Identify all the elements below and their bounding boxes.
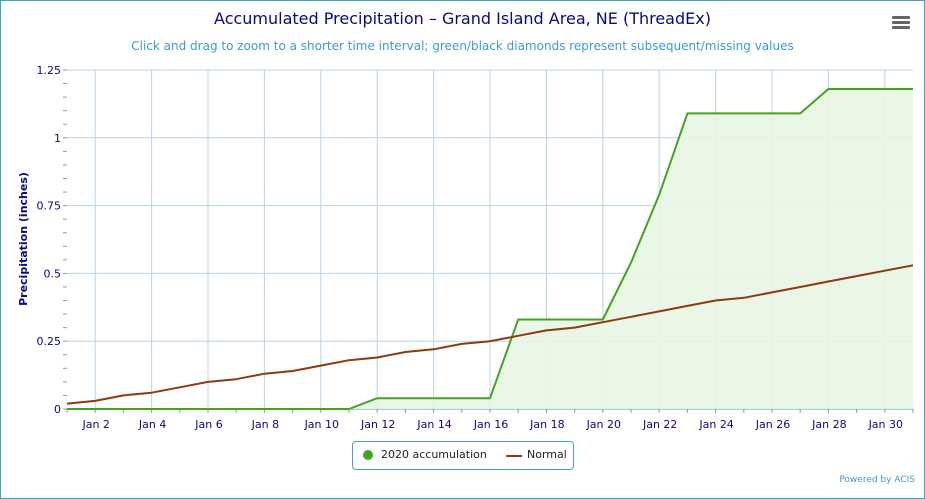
- x-tick-label: Jan 2: [81, 418, 109, 431]
- accumulation-area: [67, 88, 913, 409]
- series-line-normal: [66, 264, 914, 405]
- credits-link[interactable]: Powered by ACIS: [839, 475, 915, 485]
- y-tick-label: 1: [54, 132, 61, 145]
- x-tick-label: Jan 24: [698, 418, 733, 431]
- x-tick-label: Jan 12: [360, 418, 395, 431]
- y-tick-label: 0.75: [37, 200, 62, 213]
- legend-marker-accumulation[interactable]: [363, 450, 373, 460]
- y-tick-label: 0.25: [37, 335, 62, 348]
- x-tick-label: Jan 14: [416, 418, 451, 431]
- x-tick-label: Jan 18: [529, 418, 564, 431]
- y-axis-ticks: 0 0.25 0.5 0.75 1 1.25: [37, 64, 62, 416]
- series-line-accumulation: [67, 88, 913, 410]
- x-tick-label: Jan 20: [586, 418, 621, 431]
- x-tick-label: Jan 30: [868, 418, 903, 431]
- chart-title: Accumulated Precipitation – Grand Island…: [214, 9, 711, 28]
- legend-item-accumulation[interactable]: 2020 accumulation: [381, 448, 487, 461]
- x-tick-label: Jan 28: [811, 418, 846, 431]
- legend: 2020 accumulation Normal: [352, 441, 574, 470]
- x-tick-label: Jan 22: [642, 418, 677, 431]
- y-tick-label: 0: [54, 403, 61, 416]
- y-tick-label: 0.5: [44, 267, 62, 280]
- chart-subtitle: Click and drag to zoom to a shorter time…: [131, 39, 794, 53]
- x-tick-label: Jan 10: [304, 418, 339, 431]
- y-tick-label: 1.25: [37, 64, 62, 77]
- x-tick-label: Jan 26: [755, 418, 790, 431]
- x-tick-label: Jan 6: [194, 418, 222, 431]
- y-axis-title: Precipitation (inches): [17, 172, 30, 306]
- hamburger-menu-icon[interactable]: [892, 16, 910, 30]
- x-tick-label: Jan 4: [138, 418, 166, 431]
- x-axis-ticks: Jan 2 Jan 4 Jan 6 Jan 8 Jan 10 Jan 12 Jan 14 Ja…: [81, 418, 903, 431]
- series-lines: [66, 88, 914, 410]
- accumulation-fill: [67, 88, 913, 409]
- x-tick-label: Jan 16: [473, 418, 508, 431]
- legend-marker-normal[interactable]: [506, 455, 522, 457]
- x-tick-label: Jan 8: [251, 418, 279, 431]
- legend-item-normal[interactable]: Normal: [527, 448, 567, 461]
